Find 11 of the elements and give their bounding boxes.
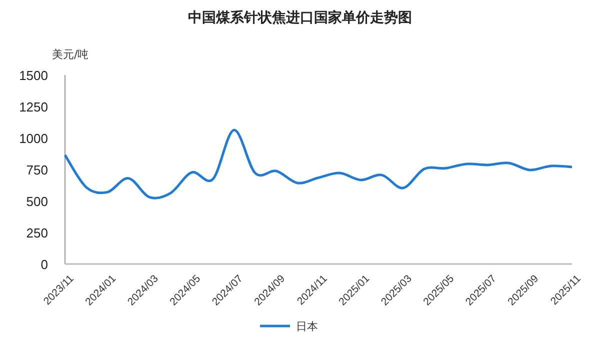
y-tick-label: 500 — [26, 194, 48, 209]
y-tick-label: 0 — [40, 257, 48, 272]
y-tick-label: 750 — [26, 162, 48, 178]
y-tick-label: 1000 — [19, 131, 48, 146]
legend-label: 日本 — [296, 320, 318, 333]
line-series — [64, 128, 574, 200]
y-axis-title: 美元/吨 — [52, 48, 89, 61]
y-tick-label: 1500 — [19, 68, 48, 83]
y-tick-label: 250 — [26, 226, 48, 240]
chart-title: 中国煤系针状焦进口国家单价走势图 — [188, 9, 412, 26]
y-tick-label: 1250 — [19, 100, 48, 114]
